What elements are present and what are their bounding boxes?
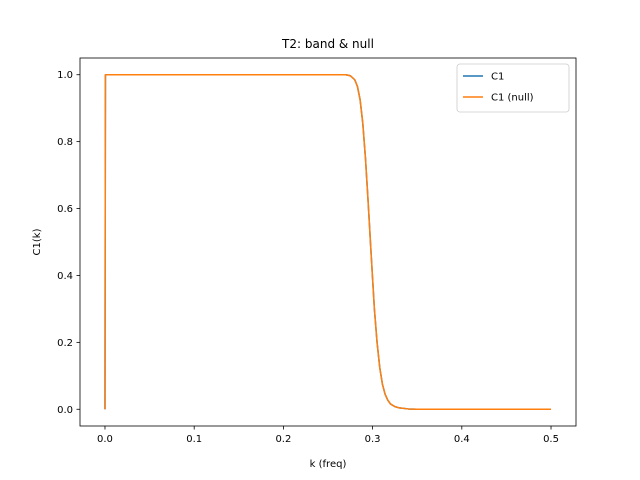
x-tick-label: 0.1 xyxy=(186,434,202,445)
legend: C1 C1 (null) xyxy=(456,63,570,113)
x-tick-label: 0.0 xyxy=(97,434,113,445)
y-tick-label: 0.6 xyxy=(57,204,73,215)
y-tick-label: 0.0 xyxy=(57,405,73,416)
axes-frame xyxy=(79,57,577,427)
x-tick-label: 0.3 xyxy=(365,434,381,445)
series-line-1 xyxy=(104,73,552,411)
series-line-2 xyxy=(104,73,552,411)
y-tick-label: 0.2 xyxy=(57,338,73,349)
chart-title: T2: band & null xyxy=(281,37,374,51)
y-axis-label: C1(k) xyxy=(32,228,43,255)
legend-box xyxy=(456,63,570,113)
x-tick-label: 0.4 xyxy=(454,434,470,445)
y-tick-label: 0.8 xyxy=(57,137,73,148)
legend-label-1: C1 xyxy=(491,72,504,83)
x-tick-label: 0.5 xyxy=(543,434,559,445)
x-axis-label: k (freq) xyxy=(310,459,347,470)
x-tick-label: 0.2 xyxy=(275,434,291,445)
y-tick-label: 0.4 xyxy=(57,271,73,282)
legend-label-2: C1 (null) xyxy=(491,93,534,104)
y-axis: 0.0 0.2 0.4 0.6 0.8 1.0 xyxy=(57,70,80,416)
x-axis: 0.0 0.1 0.2 0.3 0.4 0.5 xyxy=(97,426,559,445)
y-tick-label: 1.0 xyxy=(57,70,73,81)
plot-area xyxy=(79,57,577,427)
